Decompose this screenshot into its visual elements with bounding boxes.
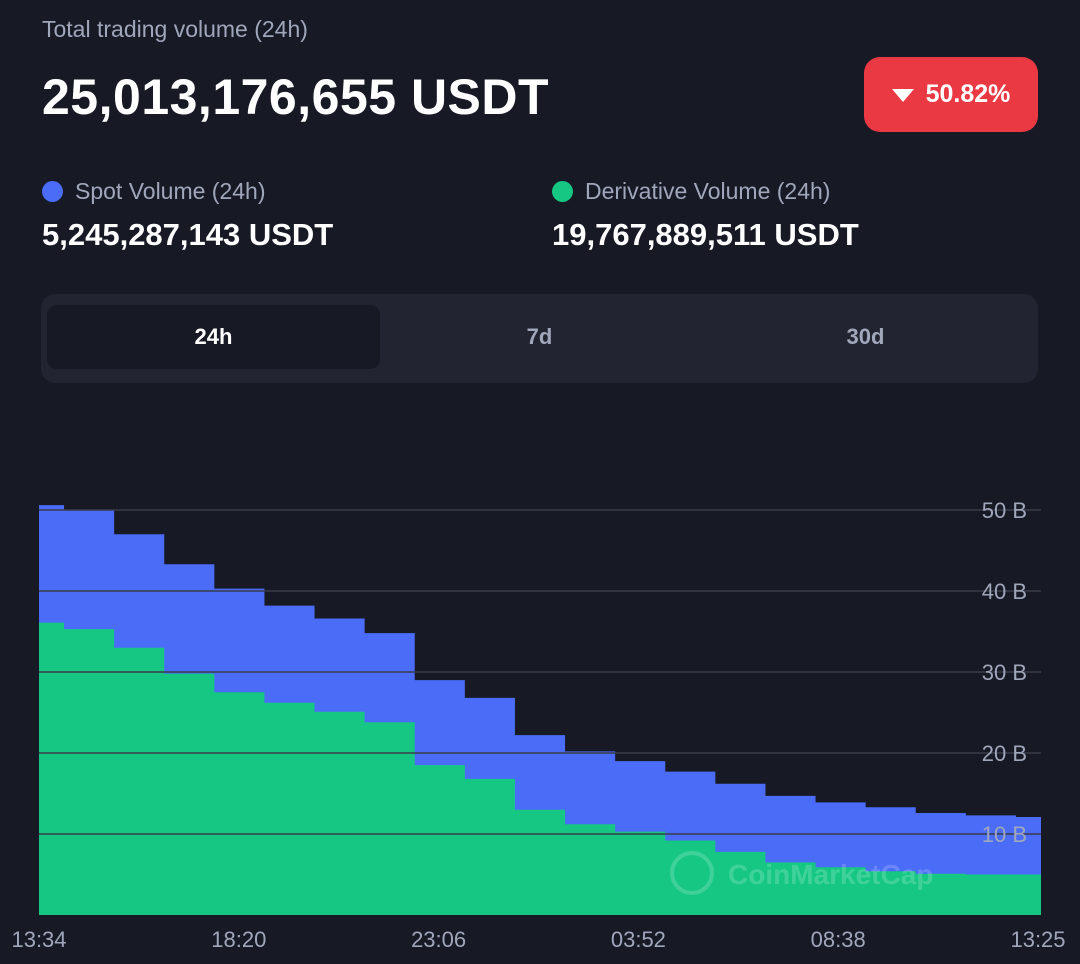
spot-volume-label: Spot Volume (24h) — [75, 177, 266, 204]
timeframe-tabs: 24h 7d 30d — [41, 294, 1038, 383]
total-volume-value: 25,013,176,655 USDT — [42, 69, 550, 125]
total-volume-label: Total trading volume (24h) — [42, 16, 308, 42]
spot-volume-legend: Spot Volume (24h) 5,245,287,143 USDT — [42, 175, 333, 253]
volume-area-chart: CoinMarketCap 50 B 40 B 30 B 20 B 10 B 13:34 18… — [11, 498, 1065, 952]
tab-24h[interactable]: 24h — [47, 305, 380, 369]
tab-30d[interactable]: 30d — [846, 324, 885, 349]
derivative-volume-area — [39, 622, 1041, 915]
x-tick-label: 08:38 — [811, 927, 866, 952]
spot-dot-icon — [42, 180, 63, 202]
y-tick-label: 10 B — [982, 822, 1027, 847]
x-tick-label: 13:25 — [1010, 927, 1065, 952]
tab-7d[interactable]: 7d — [526, 324, 553, 349]
x-tick-label: 18:20 — [211, 927, 266, 952]
change-percent: 50.82% — [925, 80, 1011, 108]
x-tick-label: 23:06 — [411, 927, 466, 952]
derivative-volume-legend: Derivative Volume (24h) 19,767,889,511 U… — [552, 175, 859, 253]
triangle-down-icon — [891, 89, 914, 102]
coinmarketcap-logo-icon — [670, 851, 714, 895]
spot-volume-value: 5,245,287,143 USDT — [42, 217, 334, 252]
watermark-text: CoinMarketCap — [728, 859, 933, 890]
y-tick-label: 30 B — [982, 660, 1027, 685]
y-tick-label: 50 B — [982, 498, 1027, 523]
x-tick-label: 13:34 — [11, 927, 66, 952]
y-tick-label: 20 B — [982, 741, 1027, 766]
change-badge: 50.82% — [864, 57, 1038, 132]
coinmarketcap-watermark: CoinMarketCap — [670, 851, 933, 895]
y-tick-label: 40 B — [982, 579, 1027, 604]
derivative-volume-label: Derivative Volume (24h) — [585, 177, 831, 204]
derivative-dot-icon — [552, 180, 573, 202]
x-tick-label: 03:52 — [611, 927, 666, 952]
derivative-volume-value: 19,767,889,511 USDT — [552, 217, 859, 252]
